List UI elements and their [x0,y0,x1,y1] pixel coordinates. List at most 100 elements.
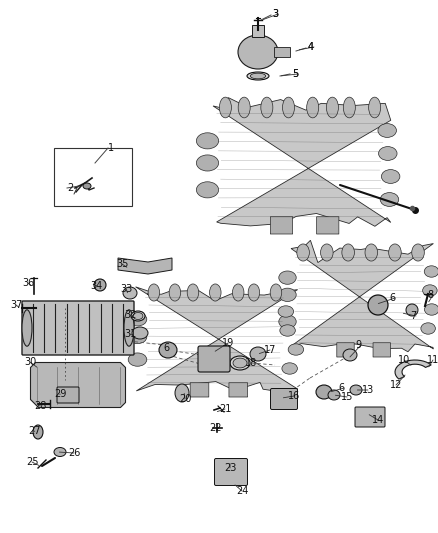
Text: 3: 3 [272,9,278,19]
Ellipse shape [250,347,266,361]
Ellipse shape [238,35,278,69]
Ellipse shape [33,425,43,439]
Ellipse shape [124,310,134,346]
Ellipse shape [250,73,266,79]
Text: 5: 5 [292,69,298,79]
Ellipse shape [233,358,247,368]
Ellipse shape [248,284,260,301]
Text: 31: 31 [124,329,136,339]
Polygon shape [136,287,298,392]
Text: 33: 33 [120,284,132,294]
Text: 1: 1 [108,143,114,153]
FancyBboxPatch shape [215,458,247,486]
Bar [252,25,264,37]
Ellipse shape [343,97,355,118]
Text: 4: 4 [308,42,314,52]
FancyBboxPatch shape [317,217,339,234]
Ellipse shape [128,353,147,366]
Text: 6: 6 [389,293,395,303]
FancyBboxPatch shape [198,346,230,372]
Ellipse shape [169,284,181,301]
Ellipse shape [238,97,250,118]
Ellipse shape [159,342,177,358]
Ellipse shape [307,97,319,118]
Text: 16: 16 [288,391,300,401]
FancyBboxPatch shape [190,383,209,397]
Ellipse shape [54,448,66,456]
Ellipse shape [424,266,438,277]
Text: 26: 26 [68,448,81,458]
Text: 6: 6 [163,343,169,353]
Text: 7: 7 [410,311,416,321]
Text: 25: 25 [26,457,39,467]
Ellipse shape [421,323,435,334]
Ellipse shape [412,244,424,261]
FancyBboxPatch shape [270,217,293,234]
Ellipse shape [128,313,147,326]
Text: 5: 5 [292,69,298,79]
Ellipse shape [123,287,137,299]
FancyBboxPatch shape [337,343,354,357]
Ellipse shape [209,284,221,301]
Ellipse shape [423,285,437,296]
Text: 13: 13 [362,385,374,395]
Ellipse shape [219,97,231,118]
Text: 22: 22 [209,423,222,433]
Ellipse shape [389,244,401,261]
Ellipse shape [247,72,269,80]
Ellipse shape [279,271,296,284]
Text: 12: 12 [390,380,403,390]
Text: 35: 35 [116,259,128,269]
Polygon shape [118,258,172,274]
Text: 8: 8 [427,290,433,300]
Ellipse shape [280,325,295,336]
Ellipse shape [94,279,106,291]
Ellipse shape [279,315,296,328]
Text: 29: 29 [54,389,67,399]
Ellipse shape [270,284,282,301]
Text: 9: 9 [355,340,361,350]
Text: 15: 15 [341,392,353,402]
Ellipse shape [83,183,91,189]
Ellipse shape [380,192,399,206]
Text: 36: 36 [22,278,34,288]
Ellipse shape [328,390,340,400]
Ellipse shape [381,169,400,183]
Polygon shape [395,360,431,379]
Ellipse shape [342,244,354,261]
Ellipse shape [279,288,296,302]
Ellipse shape [233,284,244,301]
Text: 19: 19 [222,338,234,348]
Ellipse shape [297,244,309,261]
Text: 17: 17 [264,345,276,355]
Ellipse shape [128,330,147,344]
Ellipse shape [378,124,396,138]
Ellipse shape [316,385,332,399]
Ellipse shape [132,327,148,339]
Text: 27: 27 [28,426,40,436]
Bar [54,148,132,206]
Ellipse shape [230,356,250,370]
Bar [274,47,290,57]
Text: 4: 4 [308,42,314,52]
Ellipse shape [424,304,438,315]
Ellipse shape [133,312,143,319]
Ellipse shape [365,244,378,261]
Polygon shape [31,362,126,408]
Text: 32: 32 [124,310,136,320]
Text: 24: 24 [236,486,248,496]
Ellipse shape [283,97,294,118]
FancyBboxPatch shape [22,301,134,355]
Ellipse shape [378,147,397,160]
Ellipse shape [368,295,388,315]
Text: 20: 20 [179,394,191,404]
Ellipse shape [196,182,219,198]
FancyBboxPatch shape [373,343,390,357]
Text: 34: 34 [90,281,102,291]
FancyBboxPatch shape [271,389,297,409]
Ellipse shape [196,133,219,149]
Polygon shape [213,98,391,227]
Ellipse shape [261,97,273,118]
Text: 21: 21 [219,404,231,414]
Ellipse shape [282,363,297,374]
